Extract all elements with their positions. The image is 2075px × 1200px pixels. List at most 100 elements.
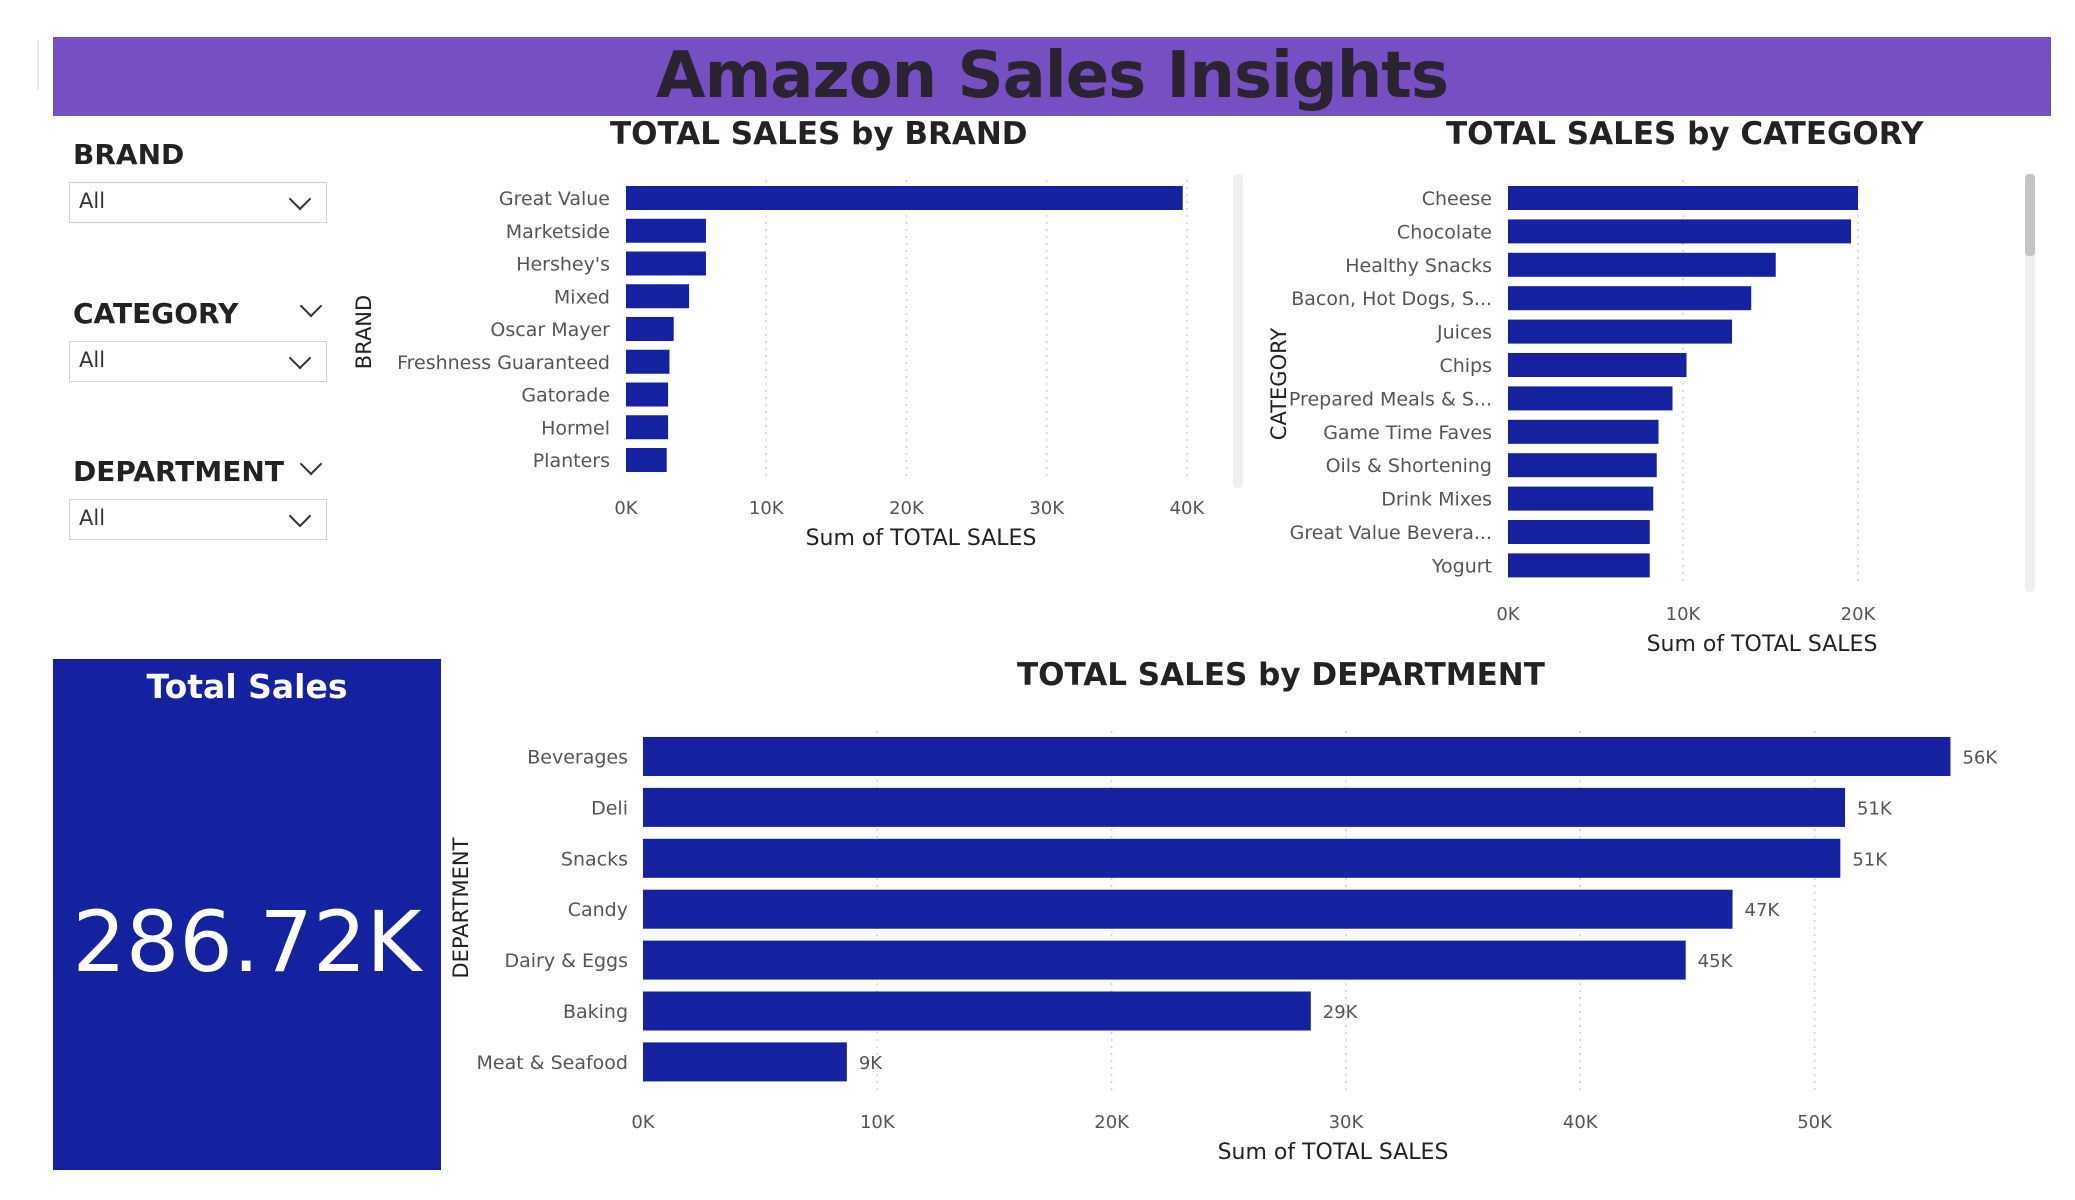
total-sales-card[interactable]: Total Sales 286.72K: [53, 659, 441, 1170]
department-tick-label: 40K: [1563, 1112, 1599, 1133]
frame-edge: [37, 40, 39, 90]
category-bar: [1508, 553, 1650, 578]
category-scroll-thumb[interactable]: [2025, 174, 2035, 256]
category-slicer-label: CATEGORY: [73, 297, 239, 330]
category-tick-label: 0K: [1496, 604, 1520, 625]
department-category-label: Snacks: [561, 848, 628, 870]
brand-slicer-dropdown[interactable]: All: [69, 182, 327, 223]
department-data-label: 51K: [1852, 849, 1888, 870]
department-bar: [643, 940, 1686, 980]
department-slicer-dropdown[interactable]: All: [69, 499, 327, 540]
brand-bar: [626, 349, 670, 374]
department-bar: [643, 889, 1733, 929]
category-bar: [1508, 353, 1687, 377]
brand-tick-label: 30K: [1029, 498, 1065, 519]
category-category-label: Chips: [1439, 355, 1492, 377]
category-y-axis-title: CATEGORY: [1267, 328, 1291, 441]
department-bar: [643, 838, 1841, 878]
department-bar: [643, 1042, 847, 1082]
category-bar: [1508, 186, 1858, 210]
department-data-label: 51K: [1857, 798, 1893, 819]
header-banner: Amazon Sales Insights: [53, 37, 2051, 116]
category-bar: [1508, 319, 1732, 344]
department-bar: [643, 787, 1846, 827]
category-category-label: Bacon, Hot Dogs, S...: [1291, 288, 1492, 310]
department-data-label: 47K: [1745, 900, 1781, 921]
brand-slicer-label: BRAND: [73, 138, 185, 171]
brand-tick-label: 20K: [889, 498, 925, 519]
department-y-axis-title: DEPARTMENT: [449, 837, 473, 978]
department-slicer-value: All: [79, 506, 106, 530]
department-bar: [643, 991, 1311, 1031]
category-bar: [1508, 219, 1851, 244]
category-category-label: Yogurt: [1431, 555, 1492, 577]
brand-category-label: Marketside: [506, 221, 610, 243]
brand-chart-title: TOTAL SALES by BRAND: [610, 116, 1028, 152]
category-category-label: Oils & Shortening: [1326, 455, 1492, 477]
brand-category-label: Hershey's: [516, 254, 610, 276]
category-bar: [1508, 453, 1657, 478]
kpi-title: Total Sales: [146, 667, 348, 706]
department-category-label: Meat & Seafood: [477, 1052, 628, 1074]
department-category-label: Baking: [563, 1001, 628, 1023]
brand-tick-label: 0K: [614, 498, 638, 519]
category-tick-label: 10K: [1666, 604, 1702, 625]
category-bar: [1508, 520, 1650, 544]
page-title: Amazon Sales Insights: [656, 39, 1449, 113]
category-category-label: Drink Mixes: [1381, 489, 1492, 511]
category-category-label: Cheese: [1422, 188, 1492, 210]
brand-tick-label: 40K: [1170, 498, 1206, 519]
category-category-label: Game Time Faves: [1323, 422, 1492, 444]
category-chart-title: TOTAL SALES by CATEGORY: [1446, 116, 1924, 152]
brand-y-axis-title: BRAND: [352, 295, 376, 369]
category-slicer-dropdown[interactable]: All: [69, 341, 327, 382]
category-bar: [1508, 386, 1673, 411]
department-x-axis-title: Sum of TOTAL SALES: [1218, 1140, 1449, 1165]
department-tick-label: 50K: [1797, 1112, 1833, 1133]
department-chart-title: TOTAL SALES by DEPARTMENT: [1017, 657, 1545, 693]
brand-bar: [626, 317, 674, 341]
department-tick-label: 10K: [860, 1112, 896, 1133]
brand-bar: [626, 284, 690, 309]
category-tick-label: 20K: [1841, 604, 1877, 625]
brand-bar: [626, 186, 1183, 210]
department-category-label: Deli: [591, 797, 628, 819]
department-category-label: Beverages: [527, 747, 628, 769]
brand-category-label: Planters: [533, 450, 610, 472]
department-slicer-label: DEPARTMENT: [73, 455, 284, 488]
department-category-label: Dairy & Eggs: [504, 950, 628, 972]
brand-category-label: Great Value: [499, 188, 610, 210]
brand-category-label: Mixed: [554, 286, 610, 308]
category-chart-scrollbar[interactable]: [2025, 174, 2035, 592]
category-category-label: Juices: [1436, 322, 1492, 344]
category-x-axis-title: Sum of TOTAL SALES: [1647, 632, 1878, 657]
category-category-label: Great Value Bevera...: [1290, 522, 1492, 544]
brand-chart-scrollbar[interactable]: [1233, 174, 1243, 488]
department-data-label: 56K: [1962, 748, 1998, 769]
brand-bar: [626, 382, 669, 407]
kpi-value: 286.72K: [72, 893, 422, 991]
category-bar: [1508, 419, 1659, 444]
department-tick-label: 0K: [631, 1112, 655, 1133]
brand-bar: [626, 218, 706, 243]
department-category-label: Candy: [568, 899, 628, 921]
category-slicer-value: All: [79, 348, 106, 372]
brand-x-axis-title: Sum of TOTAL SALES: [806, 526, 1037, 551]
category-category-label: Chocolate: [1397, 221, 1492, 243]
department-bar: [643, 737, 1951, 776]
category-category-label: Prepared Meals & S...: [1289, 388, 1492, 410]
category-bar: [1508, 286, 1752, 311]
department-tick-label: 30K: [1329, 1112, 1365, 1133]
brand-bar: [626, 448, 667, 472]
brand-category-label: Freshness Guaranteed: [397, 352, 610, 374]
brand-category-label: Hormel: [541, 417, 610, 439]
department-tick-label: 20K: [1094, 1112, 1130, 1133]
category-bar: [1508, 486, 1654, 511]
brand-bar: [626, 251, 706, 276]
department-data-label: 45K: [1698, 951, 1734, 972]
brand-slicer-value: All: [79, 189, 106, 213]
brand-tick-label: 10K: [749, 498, 785, 519]
brand-bar: [626, 415, 669, 440]
department-data-label: 9K: [859, 1053, 883, 1074]
